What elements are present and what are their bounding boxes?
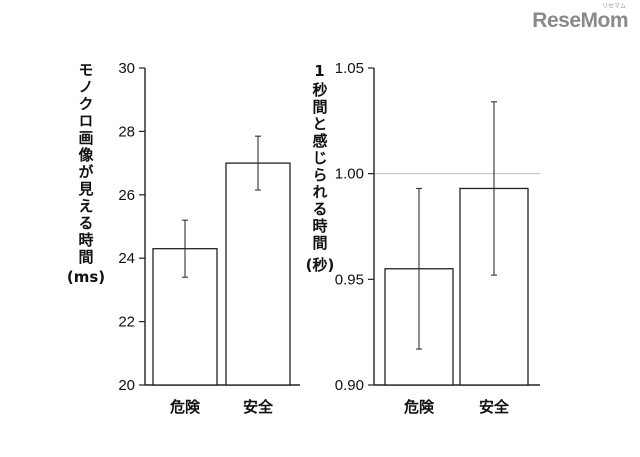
right-chart-y-axis-unit: (秒): [305, 256, 335, 274]
right-chart-y-axis-title: 1秒間と感じられる時間: [310, 62, 329, 252]
logo-mark: リセマム: [601, 4, 626, 10]
left-chart-y-tick-label: 24: [118, 250, 135, 267]
left-chart-y-tick-label: 26: [118, 187, 135, 204]
logo-text: ReseMom: [532, 9, 628, 32]
left-chart-y-axis-label: モノクロ画像が見える時間 (ms): [64, 62, 108, 286]
left-chart-y-axis-title: モノクロ画像が見える時間: [76, 62, 95, 266]
right-chart-y-tick-label: 0.95: [335, 271, 364, 288]
left-chart-y-tick-label: 22: [118, 314, 135, 331]
left-chart-y-tick-label: 30: [118, 60, 135, 77]
left-chart-category-label: 危険: [170, 398, 201, 416]
right-chart-category-label: 危険: [404, 398, 435, 416]
resemom-logo: ReseMom リセマム: [532, 4, 628, 32]
right-chart-y-axis-label: 1秒間と感じられる時間 (秒): [298, 62, 342, 275]
left-chart-category-label: 安全: [243, 398, 274, 416]
right-chart-y-tick-label: 0.90: [335, 377, 364, 394]
left-chart-y-axis-unit: (ms): [66, 268, 106, 286]
right-chart-y-tick-label: 1.05: [335, 60, 364, 77]
right-chart-y-tick-label: 1.00: [335, 166, 364, 183]
right-chart-category-label: 安全: [479, 398, 510, 416]
left-chart-y-tick-label: 20: [118, 377, 135, 394]
left-chart-bar-safe: [225, 162, 291, 386]
left-chart-y-tick-label: 28: [118, 123, 135, 140]
